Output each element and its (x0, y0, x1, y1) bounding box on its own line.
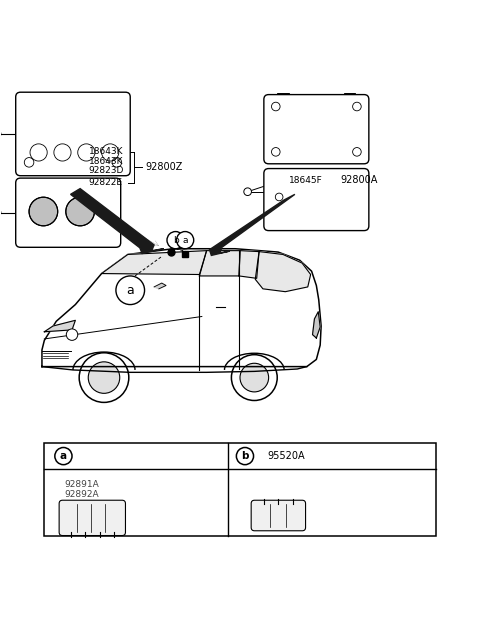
FancyBboxPatch shape (251, 500, 306, 531)
Circle shape (66, 329, 78, 341)
Text: 92800Z: 92800Z (145, 163, 183, 172)
FancyBboxPatch shape (264, 94, 369, 164)
Text: 92800A: 92800A (340, 175, 378, 185)
Text: 18643K: 18643K (89, 157, 123, 166)
FancyBboxPatch shape (264, 168, 369, 230)
Polygon shape (42, 249, 321, 367)
Circle shape (55, 448, 72, 465)
Circle shape (66, 197, 95, 226)
Text: 92891A: 92891A (64, 480, 99, 489)
Circle shape (88, 362, 120, 393)
Circle shape (244, 188, 252, 196)
Text: 18645F: 18645F (288, 176, 323, 185)
Circle shape (29, 197, 58, 226)
Polygon shape (239, 251, 259, 279)
FancyBboxPatch shape (16, 178, 120, 248)
Polygon shape (255, 251, 311, 292)
Bar (344, 93, 356, 102)
Text: 95520A: 95520A (268, 451, 305, 461)
Text: 92822E: 92822E (89, 179, 123, 187)
Polygon shape (199, 251, 240, 276)
FancyBboxPatch shape (16, 92, 130, 176)
Circle shape (79, 353, 129, 403)
Text: b: b (241, 451, 249, 461)
Polygon shape (312, 311, 320, 338)
Circle shape (116, 276, 144, 304)
Circle shape (236, 448, 253, 465)
Bar (25, 104, 38, 118)
Polygon shape (154, 283, 166, 289)
Circle shape (177, 232, 194, 249)
Text: a: a (182, 235, 188, 244)
Polygon shape (209, 194, 295, 256)
Text: a: a (126, 284, 134, 297)
Polygon shape (44, 320, 75, 332)
Text: b: b (173, 235, 179, 244)
Circle shape (240, 363, 269, 392)
Text: a: a (60, 451, 67, 461)
Bar (97, 104, 110, 118)
Polygon shape (71, 189, 164, 253)
Bar (44, 443, 436, 536)
Circle shape (231, 354, 277, 401)
Bar (49, 104, 62, 118)
Polygon shape (102, 251, 206, 275)
Text: 92823D: 92823D (89, 166, 124, 175)
Bar (73, 104, 86, 118)
Circle shape (0, 130, 1, 138)
Circle shape (167, 232, 184, 249)
Bar (277, 93, 288, 102)
Text: 18643K: 18643K (89, 147, 123, 156)
Circle shape (0, 208, 1, 217)
FancyBboxPatch shape (59, 500, 125, 536)
Text: 92892A: 92892A (64, 489, 99, 499)
